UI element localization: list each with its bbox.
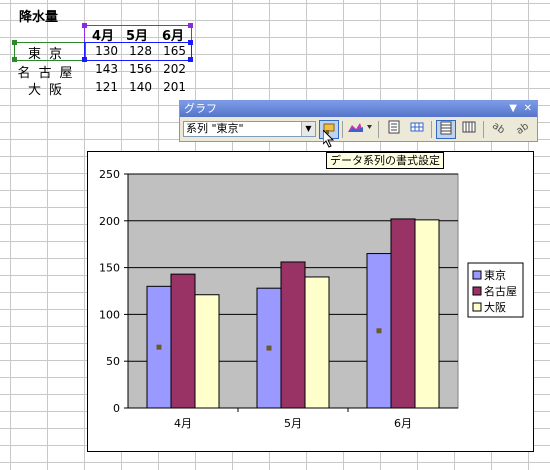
toolbar-separator xyxy=(431,121,432,138)
legend-label: 東京 xyxy=(484,268,506,282)
by-column-button[interactable] xyxy=(459,120,479,139)
column-header-jun: 6月 xyxy=(161,29,185,44)
toolbar-separator xyxy=(483,121,484,138)
legend-swatch xyxy=(472,286,482,296)
legend-swatch xyxy=(472,270,482,280)
legend-label: 大阪 xyxy=(484,300,506,314)
selection-handle[interactable] xyxy=(376,328,382,334)
blue-handle-tr[interactable] xyxy=(188,40,193,45)
angle-text-down-button[interactable]: ab xyxy=(489,120,509,139)
mouse-cursor-icon xyxy=(322,128,335,152)
tooltip: データ系列の書式設定 xyxy=(326,152,444,169)
angle-down-icon: ab xyxy=(490,120,507,136)
legend-icon xyxy=(388,120,400,134)
bar-名古屋[interactable] xyxy=(170,273,196,409)
green-handle-bl[interactable] xyxy=(12,57,17,62)
toolbar-separator xyxy=(342,121,343,138)
x-tick-label: 6月 xyxy=(394,417,412,430)
y-tick-label: 0 xyxy=(113,402,120,415)
chart-toolbar-titlebar[interactable]: グラフ ▼ ✕ xyxy=(180,101,537,117)
cell-nagoya-apr[interactable]: 143 xyxy=(95,62,118,76)
svg-text:ab: ab xyxy=(492,120,506,134)
legend-swatch xyxy=(472,302,482,312)
cell-osaka-apr[interactable]: 121 xyxy=(95,80,118,94)
cell-tokyo-apr[interactable]: 130 xyxy=(95,44,118,58)
toolbar-options-icon[interactable]: ▼ xyxy=(509,103,517,114)
chevron-down-icon[interactable]: ▼ xyxy=(301,122,315,136)
angle-up-icon: ab xyxy=(514,121,531,137)
green-handle-tl[interactable] xyxy=(12,40,17,45)
page-title: 降水量 xyxy=(19,10,59,25)
by-row-button[interactable] xyxy=(436,120,456,139)
value-range-outline xyxy=(84,42,192,61)
row-label-osaka[interactable]: 大阪 xyxy=(27,83,70,98)
bar-名古屋[interactable] xyxy=(390,218,416,409)
close-icon[interactable]: ✕ xyxy=(523,103,532,114)
cell-tokyo-may[interactable]: 128 xyxy=(129,44,152,58)
y-tick-label: 150 xyxy=(99,262,120,275)
selection-handle[interactable] xyxy=(156,344,162,350)
purple-handle-tr[interactable] xyxy=(188,23,193,28)
cell-nagoya-may[interactable]: 156 xyxy=(129,62,152,76)
bar-大阪[interactable] xyxy=(304,276,330,409)
y-tick-label: 50 xyxy=(106,355,120,368)
row-label-nagoya[interactable]: 名古屋 xyxy=(17,66,81,81)
bar-名古屋[interactable] xyxy=(280,261,306,409)
by-row-icon xyxy=(440,121,452,135)
column-header-apr: 4月 xyxy=(91,29,115,44)
bar-大阪[interactable] xyxy=(414,219,440,409)
paint-icon xyxy=(323,123,335,134)
chart-object-selector[interactable]: 系列 "東京" ▼ xyxy=(183,121,316,137)
selection-handle[interactable] xyxy=(266,345,272,351)
x-tick-label: 5月 xyxy=(284,417,302,430)
toolbar-separator xyxy=(378,121,379,138)
chart-type-button[interactable] xyxy=(346,120,374,139)
cell-nagoya-jun[interactable]: 202 xyxy=(163,62,186,76)
table-icon xyxy=(410,122,424,132)
bar-大阪[interactable] xyxy=(194,294,220,409)
cell-tokyo-jun[interactable]: 165 xyxy=(163,44,186,58)
series-name-range-outline xyxy=(84,25,192,43)
legend-button[interactable] xyxy=(384,120,404,139)
angle-text-up-button[interactable]: ab xyxy=(511,120,531,139)
blue-handle-br[interactable] xyxy=(188,57,193,62)
y-tick-label: 100 xyxy=(99,308,120,321)
column-header-may: 5月 xyxy=(125,29,149,44)
cell-osaka-jun[interactable]: 201 xyxy=(163,80,186,94)
area-chart-icon xyxy=(348,123,372,132)
purple-handle-tl[interactable] xyxy=(82,23,87,28)
row-label-tokyo[interactable]: 東京 xyxy=(27,47,70,62)
y-tick-label: 200 xyxy=(99,215,120,228)
chart-area[interactable]: 0 50 100 150 200 250 4月 5月 6月 東京名古屋大阪 xyxy=(87,151,534,452)
blue-handle-bl[interactable] xyxy=(82,57,87,62)
svg-text:ab: ab xyxy=(514,121,528,134)
by-column-icon xyxy=(462,121,476,133)
category-range-outline xyxy=(14,42,86,61)
x-tick-label: 4月 xyxy=(174,417,192,430)
legend-label: 名古屋 xyxy=(484,284,517,298)
chart-toolbar: グラフ ▼ ✕ 系列 "東京" ▼ xyxy=(179,100,538,142)
cell-osaka-may[interactable]: 140 xyxy=(129,80,152,94)
chart-toolbar-title: グラフ xyxy=(184,102,217,115)
chart-object-selector-value: 系列 "東京" xyxy=(186,122,244,135)
y-tick-label: 250 xyxy=(99,168,120,181)
data-table-button[interactable] xyxy=(407,120,427,139)
